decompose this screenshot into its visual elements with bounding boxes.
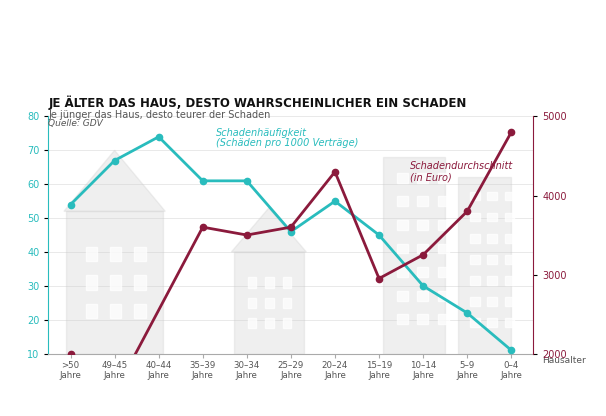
Bar [470,213,479,221]
Text: (in Euro): (in Euro) [410,172,451,182]
Bar [487,213,497,221]
Polygon shape [231,208,306,252]
Text: (Schäden pro 1000 Verträge): (Schäden pro 1000 Verträge) [216,139,358,149]
Bar [438,196,449,206]
Bar [487,318,497,327]
Bar [283,318,291,328]
Bar [397,196,408,206]
Bar [438,173,449,183]
Bar [470,234,479,243]
Text: Schadenhäufigkeit: Schadenhäufigkeit [216,128,307,139]
Bar [248,277,256,287]
Bar [85,275,97,290]
Bar [458,178,511,354]
Bar [283,298,291,308]
Bar [487,297,497,306]
Bar [248,318,256,328]
Bar [397,267,408,277]
Bar [438,267,449,277]
Bar [505,276,514,285]
Text: Je jünger das Haus, desto teurer der Schaden: Je jünger das Haus, desto teurer der Sch… [48,110,271,120]
Bar [438,220,449,230]
Text: Quelle: GDV: Quelle: GDV [48,119,103,128]
Bar [438,291,449,300]
Bar [265,318,274,328]
Bar [283,277,291,287]
Bar [487,191,497,201]
Bar [418,220,428,230]
Bar [265,277,274,287]
Bar [233,252,304,354]
Bar [487,276,497,285]
Bar [397,314,408,324]
Bar [418,244,428,253]
Bar [418,291,428,300]
Bar [248,298,256,308]
Bar [418,314,428,324]
Bar [265,298,274,308]
Polygon shape [64,150,165,211]
Bar [110,275,121,290]
Bar [397,244,408,253]
Bar [397,173,408,183]
Bar [85,247,97,261]
Bar [487,234,497,243]
Bar [85,304,97,318]
Bar [470,276,479,285]
Bar [505,213,514,221]
Bar [134,247,145,261]
Bar [438,244,449,253]
Bar [134,304,145,318]
Bar [505,318,514,327]
Bar [505,297,514,306]
Bar [397,291,408,300]
Bar [470,318,479,327]
Text: JE ÄLTER DAS HAUS, DESTO WAHRSCHEINLICHER EIN SCHADEN: JE ÄLTER DAS HAUS, DESTO WAHRSCHEINLICHE… [48,95,467,110]
Text: Schadendurchschnitt: Schadendurchschnitt [410,161,513,171]
Bar [505,234,514,243]
Text: Hausalter: Hausalter [542,357,586,365]
Bar [487,255,497,264]
Bar [110,247,121,261]
Bar [66,211,163,354]
Bar [418,267,428,277]
Bar [418,173,428,183]
Bar [470,255,479,264]
Bar [470,191,479,201]
Bar [134,275,145,290]
Bar [505,255,514,264]
Bar [397,220,408,230]
Bar [438,314,449,324]
Bar [418,196,428,206]
Bar [505,191,514,201]
Bar [470,297,479,306]
Bar [384,157,445,354]
Bar [110,304,121,318]
